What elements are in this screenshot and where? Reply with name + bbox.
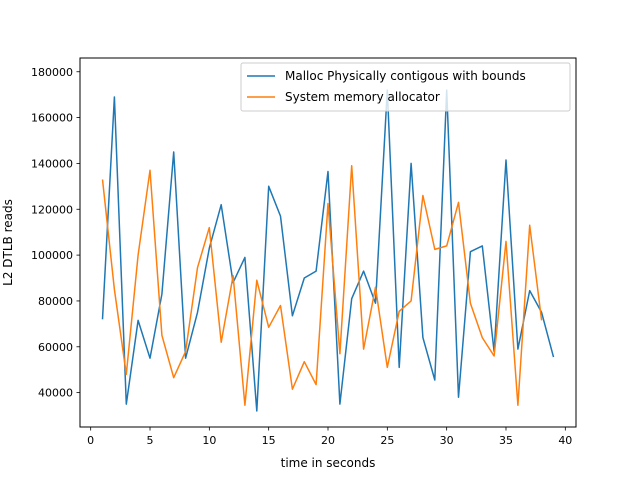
x-axis-label: time in seconds xyxy=(281,456,376,470)
x-tick-label: 35 xyxy=(499,434,513,447)
x-tick-label: 10 xyxy=(202,434,216,447)
y-tick-label: 180000 xyxy=(31,66,73,79)
y-tick-label: 100000 xyxy=(31,249,73,262)
y-tick-label: 140000 xyxy=(31,157,73,170)
x-tick-label: 20 xyxy=(321,434,335,447)
y-tick-label: 120000 xyxy=(31,203,73,216)
x-tick-label: 15 xyxy=(262,434,276,447)
y-tick-label: 40000 xyxy=(38,387,73,400)
y-axis: 40000 60000 80000 100000 120000 140000 160000 1… xyxy=(31,66,80,400)
plot-area xyxy=(101,89,555,412)
legend-label-malloc: Malloc Physically contigous with bounds xyxy=(285,69,526,83)
y-tick-label: 60000 xyxy=(38,341,73,354)
legend: Malloc Physically contigous with bounds … xyxy=(240,62,571,112)
legend-box xyxy=(240,62,571,112)
x-tick-label: 40 xyxy=(558,434,572,447)
y-axis-label: L2 DTLB reads xyxy=(1,199,15,286)
x-tick-label: 25 xyxy=(380,434,394,447)
y-tick-label: 160000 xyxy=(31,112,73,125)
series-line-system-allocator xyxy=(101,164,543,406)
x-tick-label: 5 xyxy=(147,434,154,447)
x-tick-label: 0 xyxy=(87,434,94,447)
legend-label-system-allocator: System memory allocator xyxy=(285,90,440,104)
y-tick-label: 80000 xyxy=(38,295,73,308)
x-tick-label: 30 xyxy=(440,434,454,447)
x-axis: 0 5 10 15 20 25 30 35 40 xyxy=(87,427,572,447)
